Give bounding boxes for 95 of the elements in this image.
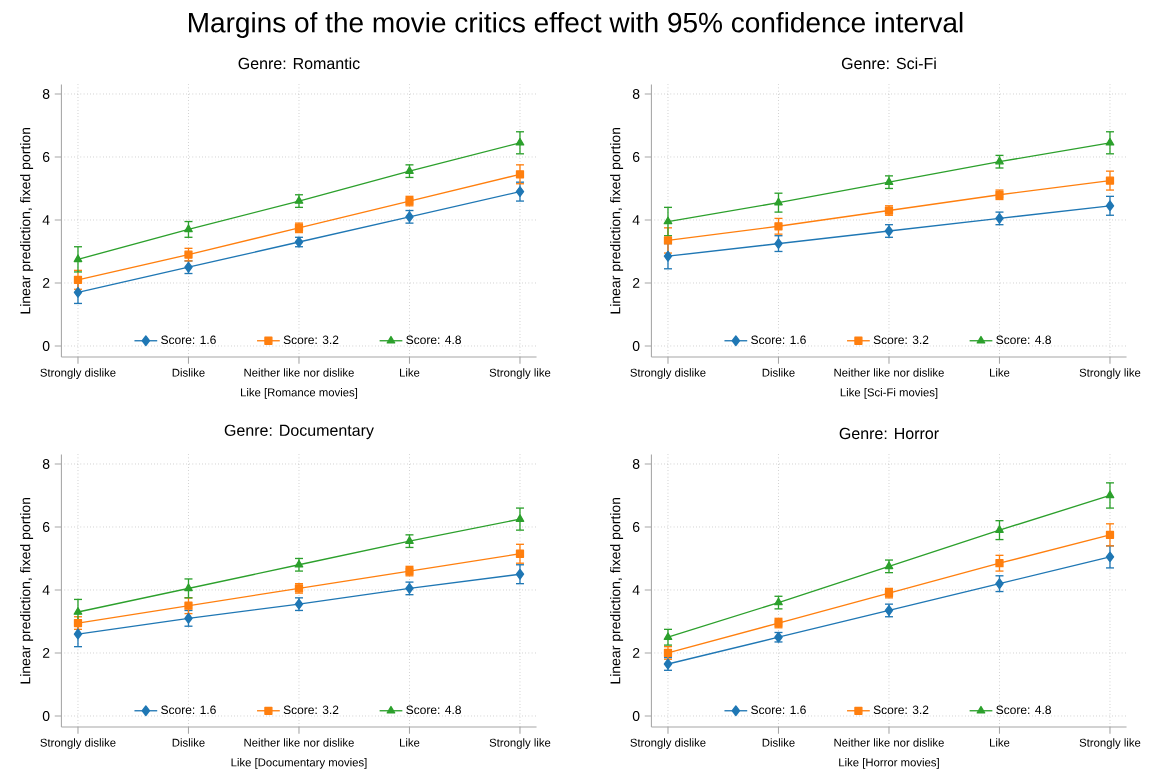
- x-tick-label: Dislike: [172, 368, 205, 377]
- point: [774, 197, 783, 206]
- y-tick-label: 0: [632, 711, 640, 721]
- point: [515, 186, 525, 198]
- legend-label: Score: 3.2: [873, 335, 929, 345]
- point: [663, 250, 673, 262]
- point: [1105, 490, 1115, 499]
- x-tick-label: Strongly dislike: [630, 368, 706, 379]
- point: [73, 607, 83, 615]
- y-tick-label: 4: [42, 585, 50, 595]
- y-tick-label: 6: [42, 152, 50, 162]
- point: [663, 236, 673, 245]
- legend-label: Score: 4.8: [406, 335, 461, 345]
- x-tick-label: Like: [990, 738, 1010, 747]
- point: [73, 275, 83, 284]
- y-tick-label: 2: [632, 648, 640, 658]
- point: [515, 514, 525, 522]
- x-tick-label: Strongly like: [489, 368, 551, 379]
- point: [515, 568, 525, 580]
- legend-label: Score: 4.8: [406, 705, 461, 715]
- point: [1105, 530, 1115, 539]
- y-tick-label: 6: [42, 522, 50, 532]
- chart-title: Genre: Horror: [839, 427, 939, 440]
- x-tick-label: Neither like nor dislike: [834, 738, 944, 747]
- point: [73, 628, 83, 640]
- y-tick-label: 4: [632, 215, 640, 225]
- x-axis-title: Like [Documentary movies]: [231, 758, 367, 769]
- point: [884, 561, 894, 570]
- point: [294, 559, 304, 568]
- point: [995, 525, 1004, 533]
- point: [663, 632, 673, 641]
- point: [184, 224, 193, 233]
- y-tick-label: 2: [632, 278, 640, 288]
- y-tick-label: 6: [632, 522, 640, 532]
- x-tick-label: Strongly like: [1079, 738, 1141, 749]
- x-axis-title: Like [Sci-Fi movies]: [840, 388, 938, 399]
- x-tick-label: Dislike: [762, 738, 795, 747]
- legend-label: Score: 4.8: [996, 705, 1051, 715]
- x-tick-label: Like: [400, 738, 420, 747]
- y-axis-title: Linear prediction, fixed portion: [610, 127, 624, 314]
- point: [73, 254, 83, 263]
- point: [184, 583, 193, 592]
- chart-title: Genre: Documentary: [224, 424, 374, 440]
- x-tick-label: Strongly like: [489, 738, 551, 749]
- y-tick-label: 2: [42, 648, 50, 658]
- x-tick-label: Dislike: [762, 368, 795, 377]
- x-tick-label: Like: [990, 368, 1010, 377]
- y-tick-label: 4: [42, 215, 50, 225]
- x-tick-label: Like: [400, 368, 420, 377]
- point: [1105, 551, 1115, 563]
- chart-title: Genre: Romantic: [238, 57, 360, 70]
- point: [774, 222, 783, 231]
- y-tick-label: 0: [42, 341, 50, 351]
- point: [995, 559, 1004, 568]
- point: [515, 170, 525, 179]
- x-tick-label: Neither like nor dislike: [834, 368, 944, 377]
- y-tick-label: 0: [632, 341, 640, 351]
- y-tick-label: 8: [632, 89, 640, 99]
- point: [663, 216, 673, 225]
- y-tick-label: 4: [632, 585, 640, 595]
- chart-title: Genre: Sci-Fi: [841, 57, 936, 70]
- point: [184, 601, 193, 610]
- x-tick-label: Dislike: [172, 738, 205, 747]
- point: [515, 137, 525, 146]
- y-axis-title: Linear prediction, fixed portion: [20, 127, 34, 314]
- legend-label: Score: 3.2: [283, 335, 339, 345]
- x-tick-label: Strongly dislike: [40, 738, 116, 749]
- x-tick-label: Strongly dislike: [40, 368, 116, 379]
- point: [1105, 137, 1115, 146]
- y-tick-label: 2: [42, 278, 50, 288]
- y-axis-title: Linear prediction, fixed portion: [20, 497, 34, 684]
- point: [73, 286, 83, 298]
- legend-label: Score: 1.6: [161, 705, 216, 715]
- y-tick-label: 8: [42, 89, 50, 99]
- legend-label: Score: 4.8: [996, 335, 1051, 345]
- y-tick-label: 0: [42, 711, 50, 721]
- legend-label: Score: 3.2: [283, 705, 339, 715]
- x-tick-label: Strongly dislike: [630, 738, 706, 749]
- legend-label: Score: 1.6: [161, 335, 216, 345]
- legend-label: Score: 1.6: [751, 335, 806, 345]
- point: [515, 549, 525, 558]
- x-axis-title: Like [Romance movies]: [241, 388, 358, 399]
- text: Margins of the movie critics effect with 95% confidence interval: [188, 11, 963, 39]
- point: [1105, 200, 1115, 212]
- y-tick-label: 8: [42, 459, 50, 469]
- y-tick-label: 6: [632, 152, 640, 162]
- legend-label: Score: 3.2: [873, 705, 929, 715]
- x-axis-title: Like [Horror movies]: [839, 758, 939, 769]
- x-tick-label: Neither like nor dislike: [244, 368, 354, 377]
- point: [1105, 176, 1115, 185]
- x-tick-label: Neither like nor dislike: [244, 738, 354, 747]
- y-axis-title: Linear prediction, fixed portion: [610, 497, 624, 684]
- x-tick-label: Strongly like: [1079, 368, 1141, 379]
- legend-label: Score: 1.6: [751, 705, 806, 715]
- y-tick-label: 8: [632, 459, 640, 469]
